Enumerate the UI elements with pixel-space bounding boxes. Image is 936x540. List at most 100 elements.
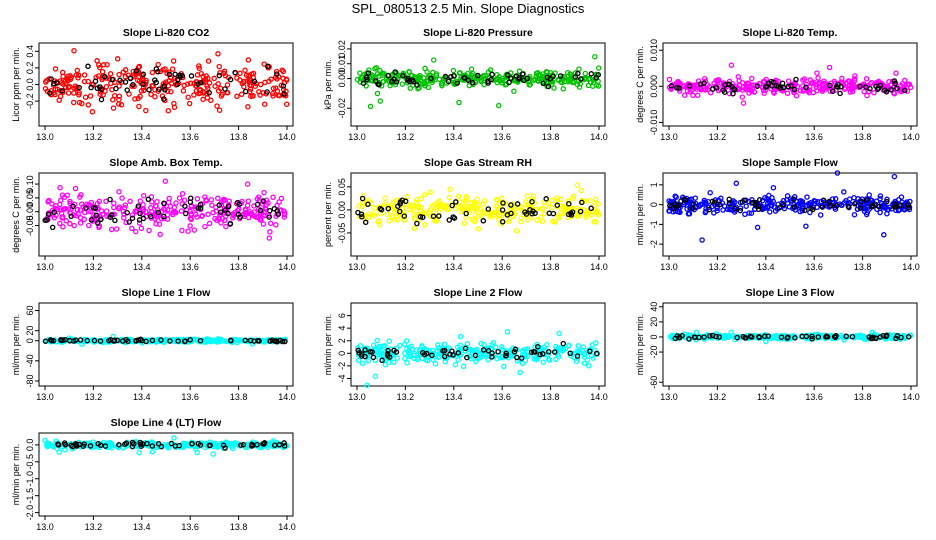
- reference-point: [725, 81, 732, 88]
- reference-point: [225, 210, 231, 217]
- data-point: [407, 85, 414, 92]
- data-point: [770, 333, 777, 340]
- reference-point: [220, 442, 227, 448]
- data-point: [269, 90, 276, 97]
- data-point: [474, 196, 480, 202]
- y-tick-label: -40: [25, 354, 35, 367]
- data-point: [555, 212, 562, 219]
- reference-point: [793, 76, 799, 83]
- reference-point: [527, 207, 533, 213]
- data-point: [457, 70, 463, 76]
- reference-point: [117, 77, 123, 84]
- data-point: [362, 213, 368, 220]
- data-point: [493, 196, 500, 203]
- data-point: [409, 346, 416, 353]
- reference-point: [254, 201, 261, 208]
- data-point: [499, 346, 506, 353]
- data-point: [517, 369, 523, 376]
- data-point: [74, 84, 80, 91]
- data-point: [371, 212, 378, 219]
- reference-point: [179, 72, 185, 79]
- data-point: [166, 195, 172, 202]
- data-point: [533, 356, 540, 363]
- reference-point: [706, 206, 713, 213]
- data-point: [549, 197, 555, 204]
- data-point: [59, 215, 65, 221]
- reference-point: [95, 440, 101, 447]
- data-point: [67, 200, 73, 207]
- reference-point: [769, 83, 775, 89]
- reference-point: [281, 440, 287, 446]
- data-point: [111, 204, 117, 211]
- data-point: [455, 357, 461, 363]
- data-point: [851, 211, 858, 218]
- reference-point: [123, 336, 129, 343]
- series-points: [355, 182, 602, 234]
- data-point: [816, 84, 823, 91]
- reference-point: [140, 81, 146, 87]
- data-point: [784, 90, 791, 97]
- data-point: [149, 69, 156, 76]
- reference-point: [716, 334, 722, 340]
- data-point: [165, 107, 172, 114]
- data-point: [813, 84, 820, 90]
- reference-point: [756, 334, 763, 341]
- data-point: [114, 56, 121, 62]
- reference-point: [863, 197, 870, 203]
- data-point: [46, 76, 52, 82]
- data-point: [850, 82, 857, 88]
- data-point: [907, 84, 914, 91]
- data-point: [262, 79, 268, 86]
- data-point: [886, 78, 892, 85]
- x-tick-label: 13.6: [805, 262, 823, 272]
- reference-point: [489, 71, 495, 78]
- data-point: [152, 216, 158, 222]
- data-point: [122, 67, 129, 73]
- data-point: [357, 70, 363, 76]
- x-tick-label: 13.2: [85, 522, 103, 532]
- reference-point: [281, 443, 288, 449]
- data-point: [363, 216, 369, 222]
- data-point: [107, 441, 113, 447]
- reference-point: [66, 337, 73, 344]
- data-point: [586, 363, 592, 369]
- reference-point: [254, 441, 260, 448]
- data-point: [481, 198, 488, 204]
- series-points: [42, 178, 288, 241]
- data-point: [403, 338, 410, 344]
- data-point: [701, 336, 708, 342]
- data-point: [422, 210, 429, 217]
- data-point: [132, 228, 139, 235]
- reference-point: [60, 337, 66, 343]
- reference-point: [454, 80, 461, 86]
- reference-point: [409, 77, 416, 83]
- reference-point: [809, 336, 815, 342]
- data-point: [46, 197, 52, 204]
- reference-point: [560, 340, 567, 347]
- data-point: [432, 360, 439, 367]
- data-point: [681, 201, 687, 208]
- data-point: [524, 353, 530, 360]
- data-point: [414, 196, 420, 203]
- y-tick-label: 0: [649, 334, 659, 339]
- data-point: [861, 208, 868, 215]
- reference-point: [401, 213, 408, 219]
- x-tick-label: 13.4: [757, 132, 775, 142]
- data-point: [804, 194, 810, 200]
- data-point: [355, 357, 362, 364]
- series-points: [666, 170, 913, 243]
- data-point: [739, 94, 746, 100]
- data-point: [356, 203, 362, 209]
- plot-frame: [662, 172, 918, 257]
- data-point: [199, 212, 206, 219]
- reference-point: [260, 198, 266, 204]
- data-point: [866, 192, 872, 198]
- data-point: [71, 47, 77, 54]
- data-point: [123, 219, 129, 226]
- reference-point: [673, 203, 680, 210]
- panel-title: Slope Li-820 CO2: [123, 27, 210, 39]
- data-point: [682, 334, 688, 340]
- data-point: [270, 93, 276, 99]
- data-point: [219, 337, 226, 344]
- reference-point: [883, 89, 890, 95]
